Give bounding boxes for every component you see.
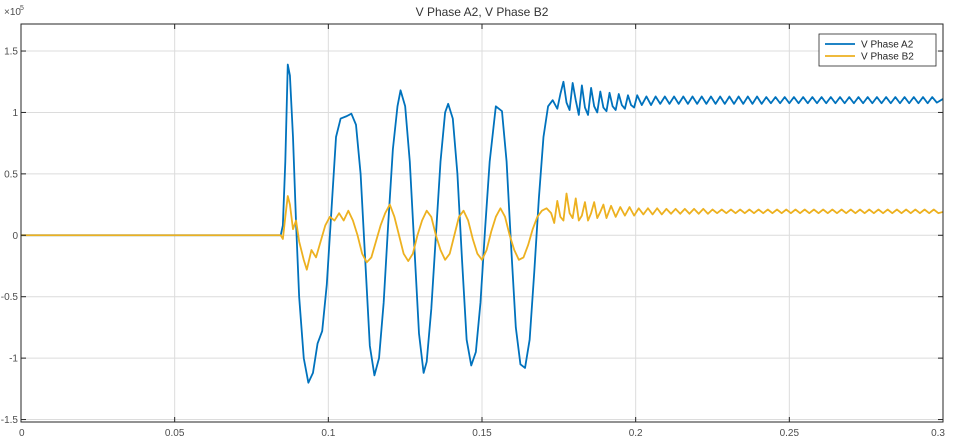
y-axis-exponent: ×10 5 (4, 5, 24, 18)
y-exponent-power: 5 (20, 5, 24, 12)
y-exponent-base: ×10 (4, 7, 21, 18)
y-axis-ticks: -1.5 -1 -0.5 0 0.5 1 1.5 (1, 47, 943, 426)
legend: V Phase A2V Phase B2 (818, 33, 937, 67)
legend-entry-label: V Phase A2 (861, 40, 914, 51)
x-tick-label: 0.25 (780, 428, 800, 439)
y-tick-label: -1.5 (1, 415, 19, 426)
x-tick-label: 0.15 (472, 428, 492, 439)
y-tick-label: 0 (12, 231, 18, 242)
series-lines (21, 63, 944, 384)
series-line-v-phase-b2 (21, 192, 944, 271)
x-tick-label: 0.3 (931, 428, 945, 439)
y-tick-label: -0.5 (1, 292, 19, 303)
x-tick-label: 0 (19, 428, 25, 439)
series-line-v-phase-a2 (21, 63, 944, 384)
y-tick-label: 0.5 (4, 169, 18, 180)
y-tick-label: 1.5 (4, 47, 18, 58)
y-tick-label: 1 (12, 108, 18, 119)
y-tick-label: -1 (9, 354, 18, 365)
x-tick-label: 0.1 (321, 428, 335, 439)
x-tick-label: 0.2 (629, 428, 643, 439)
chart-title: V Phase A2, V Phase B2 (416, 5, 549, 19)
legend-box (818, 33, 937, 67)
x-tick-label: 0.05 (165, 428, 185, 439)
legend-entry-label: V Phase B2 (861, 52, 914, 63)
